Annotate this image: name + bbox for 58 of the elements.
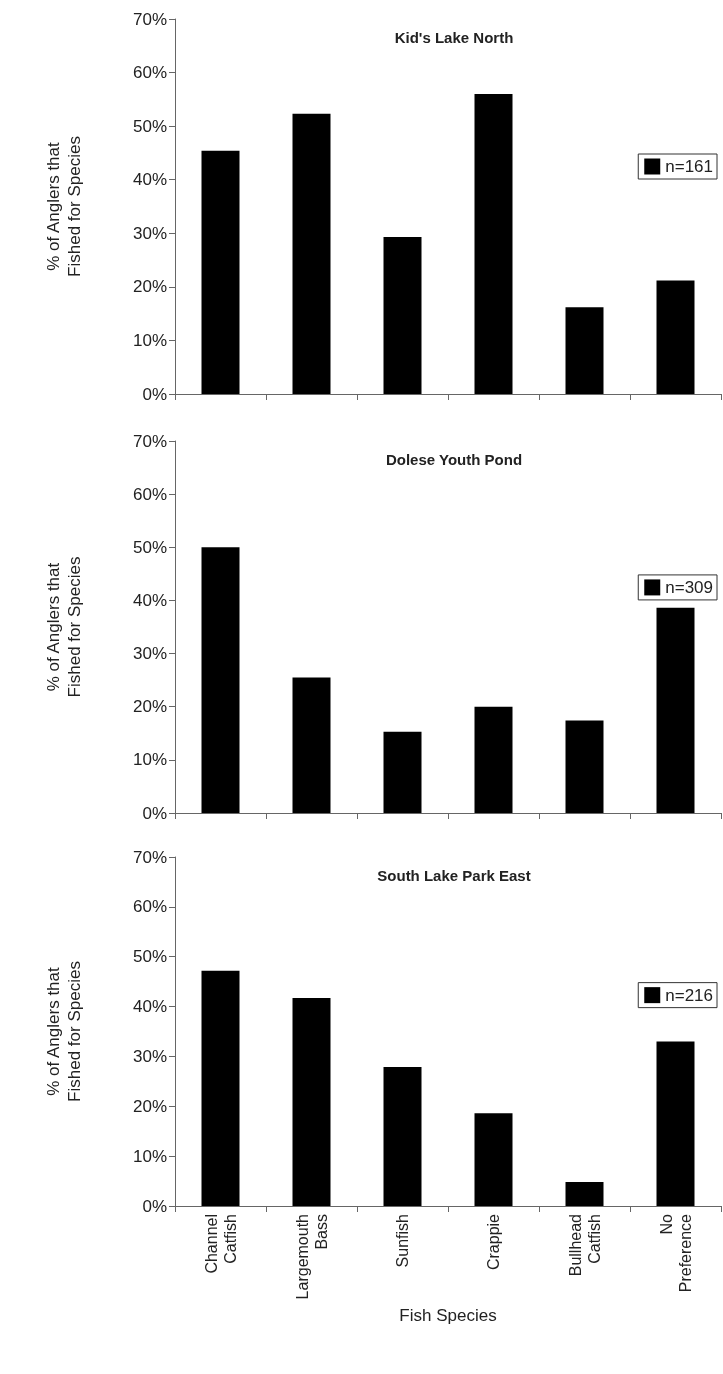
text: Dolese Youth Pond bbox=[385, 451, 523, 468]
y-tick-label: 20% bbox=[132, 277, 167, 297]
y-tick-label: 70% bbox=[132, 431, 167, 451]
y-tick-label: 60% bbox=[132, 897, 167, 917]
y-tick-label: 50% bbox=[132, 116, 167, 136]
y-tick-label: 30% bbox=[132, 644, 167, 664]
y-tick-label: 70% bbox=[132, 9, 167, 29]
x-tick-label: Channel Catfish bbox=[202, 1214, 239, 1274]
y-tick-label: 0% bbox=[142, 803, 167, 823]
bar bbox=[565, 720, 604, 813]
y-axis-title: % of Anglers that Fished for Species bbox=[44, 961, 84, 1102]
y-tick-label: 10% bbox=[132, 1146, 167, 1166]
y-tick-label: 30% bbox=[132, 1046, 167, 1066]
bar bbox=[383, 237, 422, 394]
y-tick-label: 0% bbox=[142, 384, 167, 404]
y-tick-label: 40% bbox=[132, 590, 167, 610]
y-tick-label: 40% bbox=[132, 170, 167, 190]
text: South Lake Park East bbox=[377, 867, 531, 884]
y-tick-label: 60% bbox=[132, 484, 167, 504]
bar bbox=[565, 307, 604, 394]
bar bbox=[656, 1041, 695, 1206]
x-axis-title: Fish Species bbox=[399, 1306, 497, 1326]
y-tick-label: 30% bbox=[132, 223, 167, 243]
bar bbox=[565, 1182, 604, 1206]
x-tick-label: Bullhead Catfish bbox=[566, 1214, 603, 1277]
y-tick-label: 20% bbox=[132, 697, 167, 717]
y-axis-title: % of Anglers that Fished for Species bbox=[44, 136, 84, 277]
y-tick-label: 70% bbox=[132, 847, 167, 867]
legend-label: n=161 bbox=[665, 157, 713, 176]
text: Kid's Lake North bbox=[394, 29, 514, 46]
y-tick-label: 50% bbox=[132, 947, 167, 967]
legend-label: n=309 bbox=[665, 577, 713, 597]
y-tick-label: 10% bbox=[132, 750, 167, 770]
bar bbox=[292, 677, 331, 813]
y-tick-label: 50% bbox=[132, 537, 167, 557]
bar bbox=[201, 150, 240, 394]
bar bbox=[201, 547, 240, 813]
y-tick-label: 0% bbox=[142, 1196, 167, 1216]
y-tick-label: 10% bbox=[132, 330, 167, 350]
y-tick-label: 20% bbox=[132, 1096, 167, 1116]
bar bbox=[656, 280, 695, 394]
bar bbox=[656, 607, 695, 813]
y-axis-title: % of Anglers that Fished for Species bbox=[44, 556, 84, 698]
x-tick-label: Largemouth Bass bbox=[293, 1214, 330, 1300]
x-tick-label: Sunfish bbox=[394, 1214, 411, 1268]
bar bbox=[383, 1066, 422, 1206]
bar bbox=[292, 998, 331, 1206]
bar bbox=[292, 113, 331, 394]
bar bbox=[383, 731, 422, 813]
bar bbox=[474, 1113, 513, 1206]
x-tick-label: Crappie bbox=[485, 1213, 502, 1271]
y-tick-label: 60% bbox=[132, 63, 167, 83]
legend-label: n=216 bbox=[665, 985, 713, 1005]
bar bbox=[201, 970, 240, 1206]
bar bbox=[474, 94, 513, 394]
y-tick-label: 40% bbox=[132, 997, 167, 1017]
x-tick-label: No Preference bbox=[657, 1213, 694, 1293]
bar bbox=[474, 706, 513, 813]
